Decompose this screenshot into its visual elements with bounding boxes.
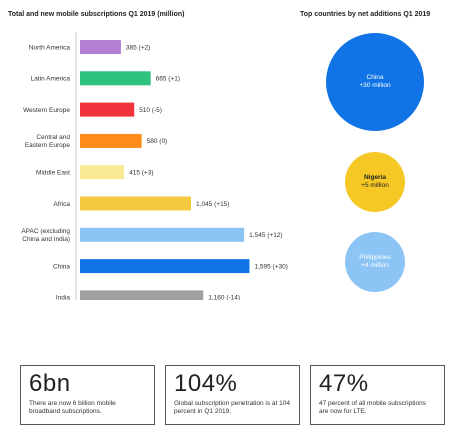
value-label-north-america: 385 (+2) bbox=[126, 44, 150, 51]
stat-big-lte: 47% bbox=[319, 370, 369, 397]
bubble-china-value: +30 million bbox=[359, 82, 391, 89]
category-label-china: China bbox=[53, 263, 70, 270]
bubbles-title: Top countries by net additions Q1 2019 bbox=[300, 11, 431, 18]
category-label-latin-america: Latin America bbox=[31, 76, 71, 83]
bar-latin-america bbox=[80, 71, 151, 86]
category-label-central-and-eastern-europe: Central and Eastern Europe bbox=[25, 134, 71, 149]
chart-title: Total and new mobile subscriptions Q1 20… bbox=[8, 11, 185, 18]
bubble-philippines: Philippines +4 million bbox=[345, 232, 405, 292]
stat-box-broadband: 6bn There are now 6 billion mobile broad… bbox=[20, 365, 155, 425]
stat-text-penetration: Global subscription penetration is at 10… bbox=[174, 400, 290, 415]
value-label-india: 1,160 (-14) bbox=[208, 295, 240, 300]
category-label-north-america: North America bbox=[29, 44, 71, 51]
bar-north-america bbox=[80, 40, 121, 54]
bar-apac-excluding-china-and-india bbox=[80, 227, 245, 242]
bar-western-europe bbox=[80, 102, 135, 117]
stat-text-broadband: There are now 6 billion mobile broadband… bbox=[29, 400, 116, 415]
category-label-middle-east: Middle East bbox=[36, 170, 70, 177]
stat-big-penetration: 104% bbox=[174, 370, 238, 397]
value-label-western-europe: 510 (-5) bbox=[139, 107, 162, 114]
category-label-apac-excluding-china-and-india: APAC (excluding China and India) bbox=[21, 228, 70, 243]
bubble-nigeria: Nigeria +5 million bbox=[345, 152, 405, 212]
category-label-india: India bbox=[56, 295, 70, 300]
value-label-middle-east: 415 (+3) bbox=[129, 170, 153, 177]
bubble-nigeria-name: Nigeria bbox=[363, 174, 387, 181]
bubble-china: China +30 million bbox=[326, 33, 424, 131]
value-label-central-and-eastern-europe: 580 (0) bbox=[147, 138, 168, 145]
bar-africa bbox=[80, 196, 192, 211]
bubble-philippines-value: +4 million bbox=[361, 262, 389, 269]
bar-chart: North America 385 (+2) Latin America 665 (+… bbox=[21, 32, 288, 300]
value-label-apac-excluding-china-and-india: 1,545 (+12) bbox=[249, 232, 282, 239]
stat-big-broadband: 6bn bbox=[29, 370, 71, 397]
bar-india bbox=[80, 290, 204, 300]
stat-box-lte: 47% 47 percent of all mobile subscriptio… bbox=[310, 365, 445, 425]
value-label-china: 1,595 (+30) bbox=[254, 263, 287, 270]
bubble-nigeria-value: +5 million bbox=[361, 182, 389, 189]
bubble-china-name: China bbox=[366, 74, 384, 81]
bubble-philippines-name: Philippines bbox=[359, 254, 391, 261]
bar-china bbox=[80, 259, 250, 274]
bar-central-and-eastern-europe bbox=[80, 133, 142, 148]
value-label-latin-america: 665 (+1) bbox=[156, 76, 180, 83]
category-label-western-europe: Western Europe bbox=[23, 107, 70, 114]
category-label-africa: Africa bbox=[53, 201, 70, 208]
bar-middle-east bbox=[80, 165, 125, 180]
value-label-africa: 1,045 (+15) bbox=[196, 201, 229, 208]
stat-box-penetration: 104% Global subscription penetration is … bbox=[165, 365, 300, 425]
stat-text-lte: 47 percent of all mobile subscriptions a… bbox=[319, 400, 426, 415]
